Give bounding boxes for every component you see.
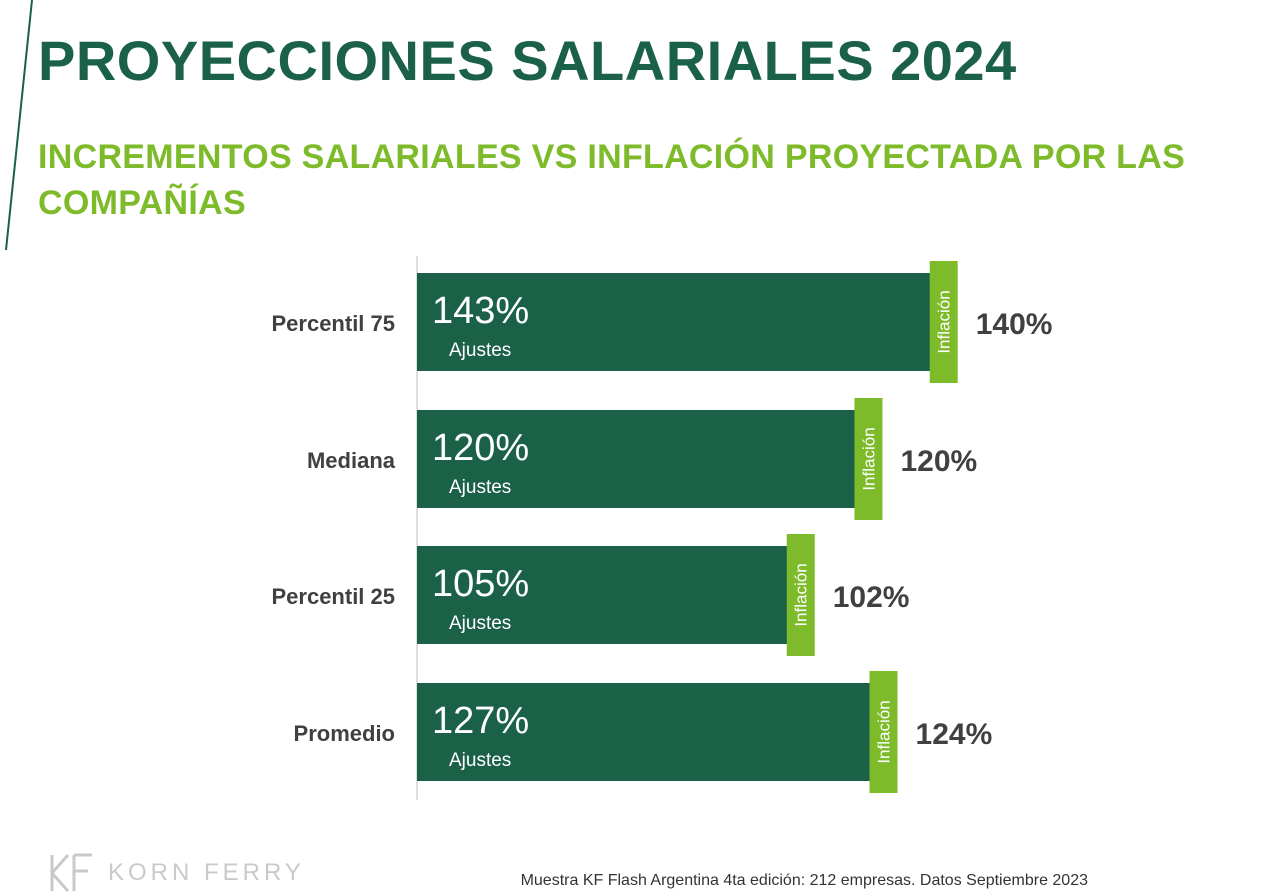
bar-ajustes (417, 683, 895, 781)
inflation-marker (869, 671, 898, 793)
inflation-value-label: 140% (976, 308, 1053, 341)
bar-series-label: Ajustes (449, 750, 511, 771)
inflation-marker-label: Inflación (935, 290, 954, 353)
salary-bar-chart: Percentil 75 143% Ajustes Inflación 140% Medi… (271, 256, 1053, 800)
category-label: Percentil 25 (271, 584, 395, 609)
bar-value-label: 143% (432, 290, 529, 332)
inflation-marker (854, 398, 883, 520)
bar-value-label: 127% (432, 700, 529, 742)
inflation-value-label: 102% (833, 581, 910, 614)
korn-ferry-logo: KORN FERRY (38, 852, 305, 894)
logo-text: KORN FERRY (108, 859, 305, 886)
bar-ajustes (417, 273, 955, 371)
inflation-marker-label: Inflación (875, 700, 894, 763)
chart-subtitle: INCREMENTOS SALARIALES VS INFLACIÓN PROY… (38, 138, 1186, 222)
source-footnote: Muestra KF Flash Argentina 4ta edición: … (520, 872, 1088, 889)
bar-ajustes (417, 546, 813, 644)
bar-ajustes (417, 410, 869, 508)
page-title: PROYECCIONES SALARIALES 2024 (38, 29, 1017, 92)
category-label: Percentil 75 (271, 311, 395, 336)
korn-ferry-logo-icon (50, 853, 92, 892)
category-label: Promedio (294, 721, 395, 746)
inflation-marker (786, 534, 815, 656)
bar-series-label: Ajustes (449, 613, 511, 634)
inflation-marker-label: Inflación (792, 563, 811, 626)
category-label: Mediana (307, 448, 396, 473)
inflation-marker (929, 261, 958, 383)
bar-series-label: Ajustes (449, 477, 511, 498)
inflation-marker-label: Inflación (859, 427, 878, 490)
accent-line (5, 0, 33, 251)
inflation-value-label: 124% (916, 718, 993, 751)
bar-value-label: 120% (432, 427, 529, 469)
inflation-value-label: 120% (900, 445, 977, 478)
bar-value-label: 105% (432, 563, 529, 605)
bar-series-label: Ajustes (449, 340, 511, 361)
